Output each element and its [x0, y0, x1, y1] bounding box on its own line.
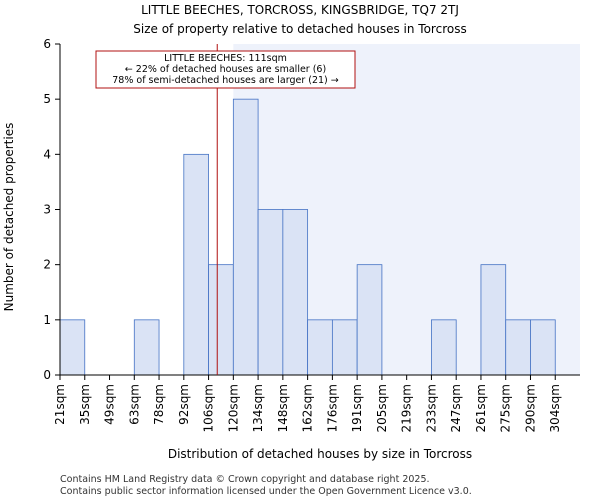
annotation-line-1: LITTLE BEECHES: 111sqm: [164, 53, 287, 64]
x-tick-label: 290sqm: [523, 384, 537, 432]
x-tick-label: 106sqm: [202, 384, 216, 432]
y-axis-label: Number of detached properties: [2, 123, 16, 312]
bar-191sqm: [356, 264, 383, 376]
bar-21sqm: [59, 319, 86, 376]
x-tick-label: 35sqm: [78, 384, 92, 425]
x-tick-label: 49sqm: [103, 384, 117, 425]
x-tick-label: 191sqm: [350, 384, 364, 432]
bar-134sqm: [257, 209, 284, 376]
y-tick-label: 5: [43, 92, 51, 106]
bar-92sqm: [183, 153, 209, 376]
x-tick-label: 78sqm: [152, 384, 166, 425]
bar-275sqm: [505, 319, 531, 376]
chart-subtitle: Size of property relative to detached ho…: [133, 22, 466, 36]
chart-title: LITTLE BEECHES, TORCROSS, KINGSBRIDGE, T…: [141, 3, 459, 17]
x-tick-label: 21sqm: [53, 384, 67, 425]
x-tick-label: 63sqm: [127, 384, 141, 425]
x-tick-label: 148sqm: [276, 384, 290, 432]
x-tick-label: 275sqm: [499, 384, 513, 432]
y-tick-label: 2: [43, 258, 51, 272]
x-tick-label: 120sqm: [226, 384, 240, 432]
y-tick-label: 3: [43, 203, 51, 217]
annotation-line-3: 78% of semi-detached houses are larger (…: [112, 75, 339, 86]
x-tick-label: 176sqm: [325, 384, 339, 432]
bar-148sqm: [282, 209, 309, 376]
x-tick-label: 205sqm: [375, 384, 389, 432]
bar-176sqm: [331, 319, 358, 376]
bar-120sqm: [232, 98, 259, 376]
footer-line-2: Contains public sector information licen…: [60, 486, 472, 497]
x-tick-label: 233sqm: [424, 384, 438, 432]
y-tick-label: 4: [43, 147, 51, 161]
bar-290sqm: [530, 319, 556, 376]
x-tick-label: 92sqm: [177, 384, 191, 425]
plot-area: 0 1 2 3 4 5 6 21sqm 35sqm 49sqm 63sqm 78sqm 92sqm 106…: [43, 37, 581, 432]
x-tick-label: 304sqm: [548, 384, 562, 432]
footer-line-1: Contains HM Land Registry data © Crown c…: [60, 474, 430, 485]
bar-162sqm: [307, 319, 333, 376]
bar-233sqm: [431, 319, 457, 376]
y-tick-label: 6: [43, 37, 51, 51]
annotation-box: [95, 50, 356, 89]
x-tick-label: 247sqm: [449, 384, 463, 432]
y-tick-label: 1: [43, 313, 51, 327]
y-tick-label: 0: [43, 368, 51, 382]
bar-63sqm: [133, 319, 160, 376]
x-tick-label: 219sqm: [400, 384, 414, 432]
x-tick-label: 261sqm: [474, 384, 488, 432]
bar-106sqm: [208, 264, 234, 376]
x-tick-label: 162sqm: [301, 384, 315, 432]
annotation-line-2: ← 22% of detached houses are smaller (6): [125, 64, 326, 75]
bar-261sqm: [480, 264, 507, 376]
x-axis-label: Distribution of detached houses by size …: [168, 447, 472, 461]
x-tick-label: 134sqm: [251, 384, 265, 432]
